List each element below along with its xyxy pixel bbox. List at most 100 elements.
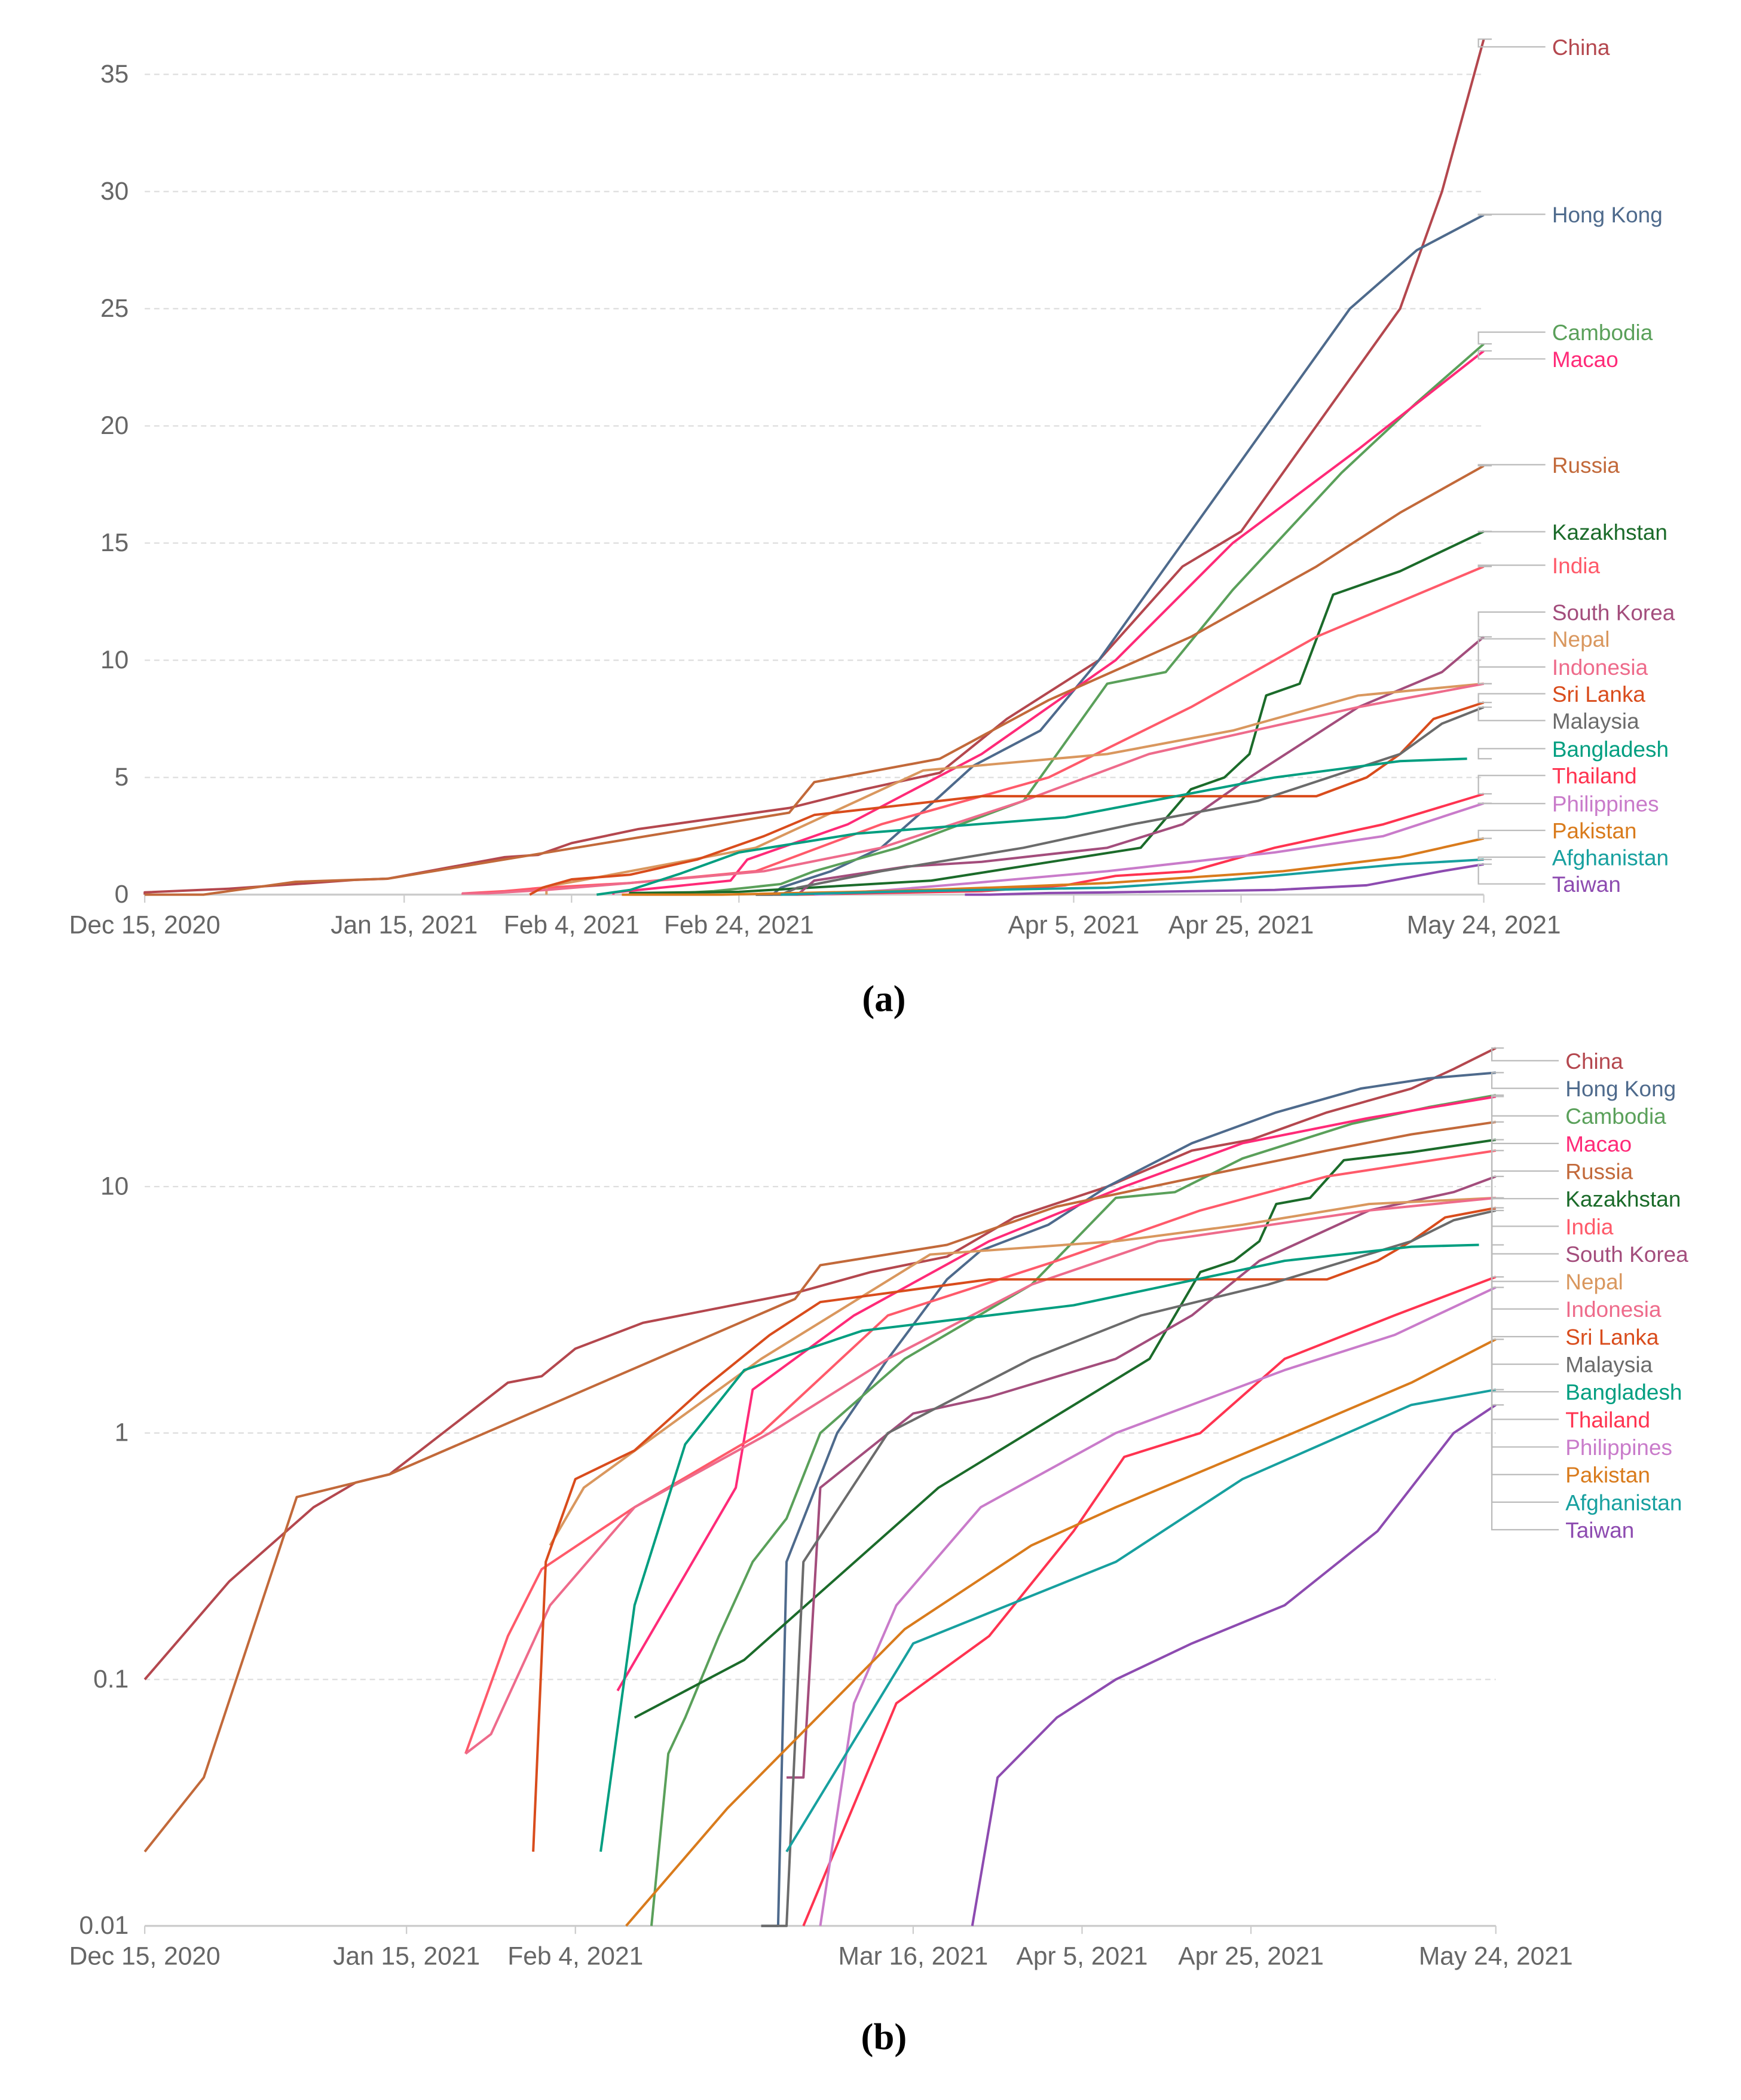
series-label: South Korea (1565, 1242, 1688, 1267)
series-label: Malaysia (1552, 709, 1639, 733)
label-connector (1477, 38, 1546, 48)
series-label: Thailand (1552, 764, 1637, 788)
series-line-indonesia (461, 682, 1484, 895)
x-tick-label: May 24, 2021 (1419, 1942, 1573, 1971)
y-tick-label: 0 (115, 880, 129, 909)
series-label: India (1565, 1215, 1614, 1239)
y-tick-label: 15 (100, 528, 128, 557)
label-connector (1477, 802, 1546, 805)
label-connector (1477, 666, 1546, 684)
label-connector (1491, 1096, 1559, 1145)
series-line-macao (616, 1095, 1497, 1692)
label-connector (1491, 1047, 1559, 1062)
series-line-sri-lanka (529, 701, 1485, 896)
label-connector (1491, 1150, 1559, 1227)
series-label: Bangladesh (1565, 1380, 1682, 1405)
y-tick-label: 25 (100, 294, 128, 323)
series-line-thailand (802, 1276, 1497, 1927)
series-line-china (143, 39, 1485, 895)
series-label: Kazakhstan (1552, 520, 1667, 545)
label-connector (1491, 1286, 1559, 1448)
series-line-kazakhstan (634, 1138, 1497, 1719)
label-connector (1477, 775, 1546, 795)
series-label: India (1552, 554, 1601, 578)
series-line-hong-kong (755, 213, 1485, 896)
series-label: Macao (1552, 347, 1618, 372)
x-tick-label: Feb 4, 2021 (504, 911, 640, 940)
x-tick-label: Dec 15, 2020 (69, 1942, 221, 1971)
panel-a-linear-chart: 0 5 10 15 20 25 30 35 Dec 15, 2020 Jan 15, 2021 Fe… (69, 35, 1675, 1020)
label-connector (1491, 1389, 1559, 1503)
series-label: Malaysia (1565, 1353, 1653, 1377)
series-label: Afghanistan (1565, 1490, 1682, 1515)
series-line-kazakhstan (629, 530, 1485, 895)
x-tick-label: Apr 5, 2021 (1016, 1942, 1148, 1971)
label-connector (1477, 856, 1546, 860)
series-label: China (1565, 1049, 1623, 1074)
series-label: Sri Lanka (1552, 682, 1646, 707)
label-connector (1477, 829, 1546, 839)
series-label: Taiwan (1552, 872, 1621, 897)
x-tick-label: Feb 4, 2021 (507, 1942, 643, 1971)
series-line-south-korea (787, 1175, 1497, 1779)
series-label: Thailand (1565, 1408, 1650, 1432)
label-connector (1491, 1072, 1559, 1089)
series-label: Cambodia (1552, 320, 1653, 345)
series-line-pakistan (625, 1338, 1497, 1927)
series-label: Hong Kong (1552, 203, 1663, 227)
x-tick-label: Dec 15, 2020 (69, 911, 221, 940)
x-tick-label: Mar 16, 2021 (839, 1942, 989, 1971)
series-line-india (461, 565, 1485, 895)
y-tick-label: 30 (100, 177, 128, 206)
label-connector (1477, 464, 1546, 467)
y-tick-label: 0.01 (79, 1911, 128, 1940)
label-connector (1491, 1404, 1559, 1531)
series-label: Indonesia (1565, 1297, 1662, 1322)
x-tick-label: Apr 25, 2021 (1168, 911, 1314, 940)
x-tick-label: May 24, 2021 (1407, 911, 1561, 940)
y-tick-label: 1 (115, 1419, 129, 1447)
label-connector (1477, 350, 1546, 360)
y-tick-label: 20 (100, 411, 128, 440)
series-line-bangladesh (596, 757, 1467, 896)
label-connector (1477, 331, 1546, 345)
series-line-sri-lanka (532, 1206, 1497, 1852)
series-line-nepal (549, 1196, 1496, 1546)
label-connector (1491, 1207, 1559, 1338)
y-tick-label: 35 (100, 60, 128, 88)
series-line-afghanistan (781, 858, 1484, 896)
series-line-malaysia (761, 1209, 1497, 1927)
x-tick-label: Apr 5, 2021 (1008, 911, 1139, 940)
label-connector (1491, 1175, 1559, 1255)
series-line-thailand (797, 793, 1485, 896)
y-tick-label: 10 (100, 646, 128, 674)
series-line-malaysia (755, 706, 1485, 896)
series-label: Nepal (1552, 627, 1610, 652)
label-connector (1477, 213, 1546, 216)
y-tick-label: 5 (115, 763, 129, 791)
series-line-philippines (819, 1286, 1497, 1927)
label-connector (1477, 863, 1546, 885)
series-line-taiwan (971, 1404, 1497, 1927)
series-label: Russia (1565, 1159, 1633, 1184)
series-label: Macao (1565, 1132, 1632, 1156)
label-connector (1477, 638, 1546, 684)
series-line-cambodia (650, 1094, 1497, 1926)
series-line-south-korea (781, 635, 1485, 896)
panel-caption: (a) (862, 978, 905, 1020)
series-line-russia (145, 464, 1485, 896)
series-label: Afghanistan (1552, 845, 1669, 870)
series-label: Sri Lanka (1565, 1325, 1659, 1349)
series-label: Philippines (1552, 792, 1659, 817)
label-connector (1477, 706, 1546, 722)
series-label: Hong Kong (1565, 1077, 1676, 1101)
series-label: Bangladesh (1552, 737, 1669, 762)
series-line-india (464, 1149, 1497, 1754)
series-line-russia (143, 1120, 1497, 1853)
series-line-macao (612, 350, 1485, 895)
series-label: Taiwan (1565, 1518, 1634, 1542)
label-connector (1477, 530, 1546, 533)
series-line-indonesia (464, 1196, 1496, 1755)
label-connector (1491, 1276, 1559, 1420)
